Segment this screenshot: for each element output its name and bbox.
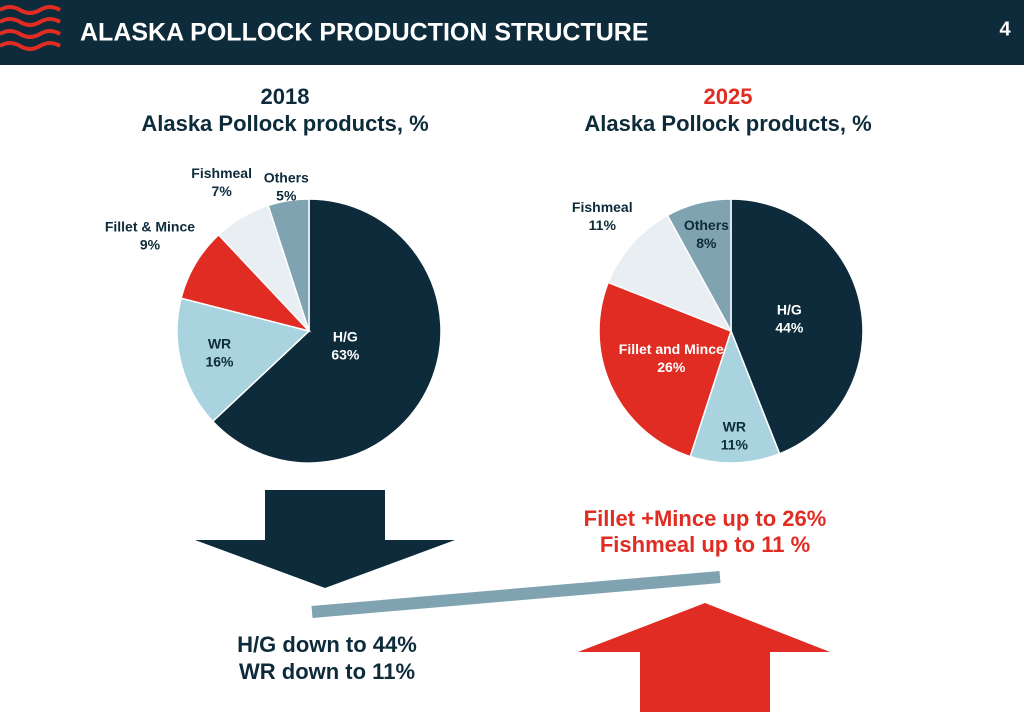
note: H/G down to 44% [237,632,417,657]
page-number: 4 [999,18,1011,40]
slice-label: Others [684,217,729,233]
pie-slice [598,281,732,458]
slice-value: 63% [331,346,360,362]
slice-label: WR [208,336,231,352]
slide-title: ALASKA POLLOCK PRODUCTION STRUCTURE [80,19,649,47]
slice-value: 5% [276,187,297,203]
slice-value: 9% [140,237,161,253]
slice-label: Fillet and Mince [619,341,724,357]
pie-slice [666,198,732,332]
pie-subtitle: Alaska Pollock products, % [141,111,428,136]
slice-label: H/G [333,328,358,344]
down-arrow [195,490,455,588]
note: WR down to 11% [239,659,415,684]
slice-label: WR [723,418,746,434]
slice-label: Others [264,169,309,185]
pies: H/G 63% WR 16% Fillet & Mince 9% Fishmeal 7% Oth… [105,165,864,464]
pie-title: 2018 [261,84,310,109]
slice-label: H/G [777,302,802,318]
pie-slice [267,198,310,332]
pie-slice [211,198,442,464]
slice-value: 44% [775,320,804,336]
up-arrow [578,603,830,712]
slice-value: 11% [589,217,617,233]
note: Fillet +Mince up to 26% [584,506,827,531]
slice-value: 26% [657,359,686,375]
slice-value: 8% [696,235,717,251]
trend-line [311,571,721,618]
slice-label: Fillet & Mince [105,219,195,235]
slice-label: Fishmeal [572,199,633,215]
pie-slice [689,328,781,464]
slice-label: Fishmeal [191,165,252,181]
slice-value: 7% [212,183,233,199]
pie-title: 2025 [704,84,753,109]
note: Fishmeal up to 11 % [600,532,810,557]
header-bar [0,0,1024,65]
slice-value: 16% [205,354,234,370]
pie-slice [176,297,311,423]
wave-logo [0,5,62,51]
pie-slice [730,198,864,455]
slice-value: 11% [721,436,749,452]
pie-slice [607,214,733,333]
pie-subtitle: Alaska Pollock products, % [584,111,871,136]
